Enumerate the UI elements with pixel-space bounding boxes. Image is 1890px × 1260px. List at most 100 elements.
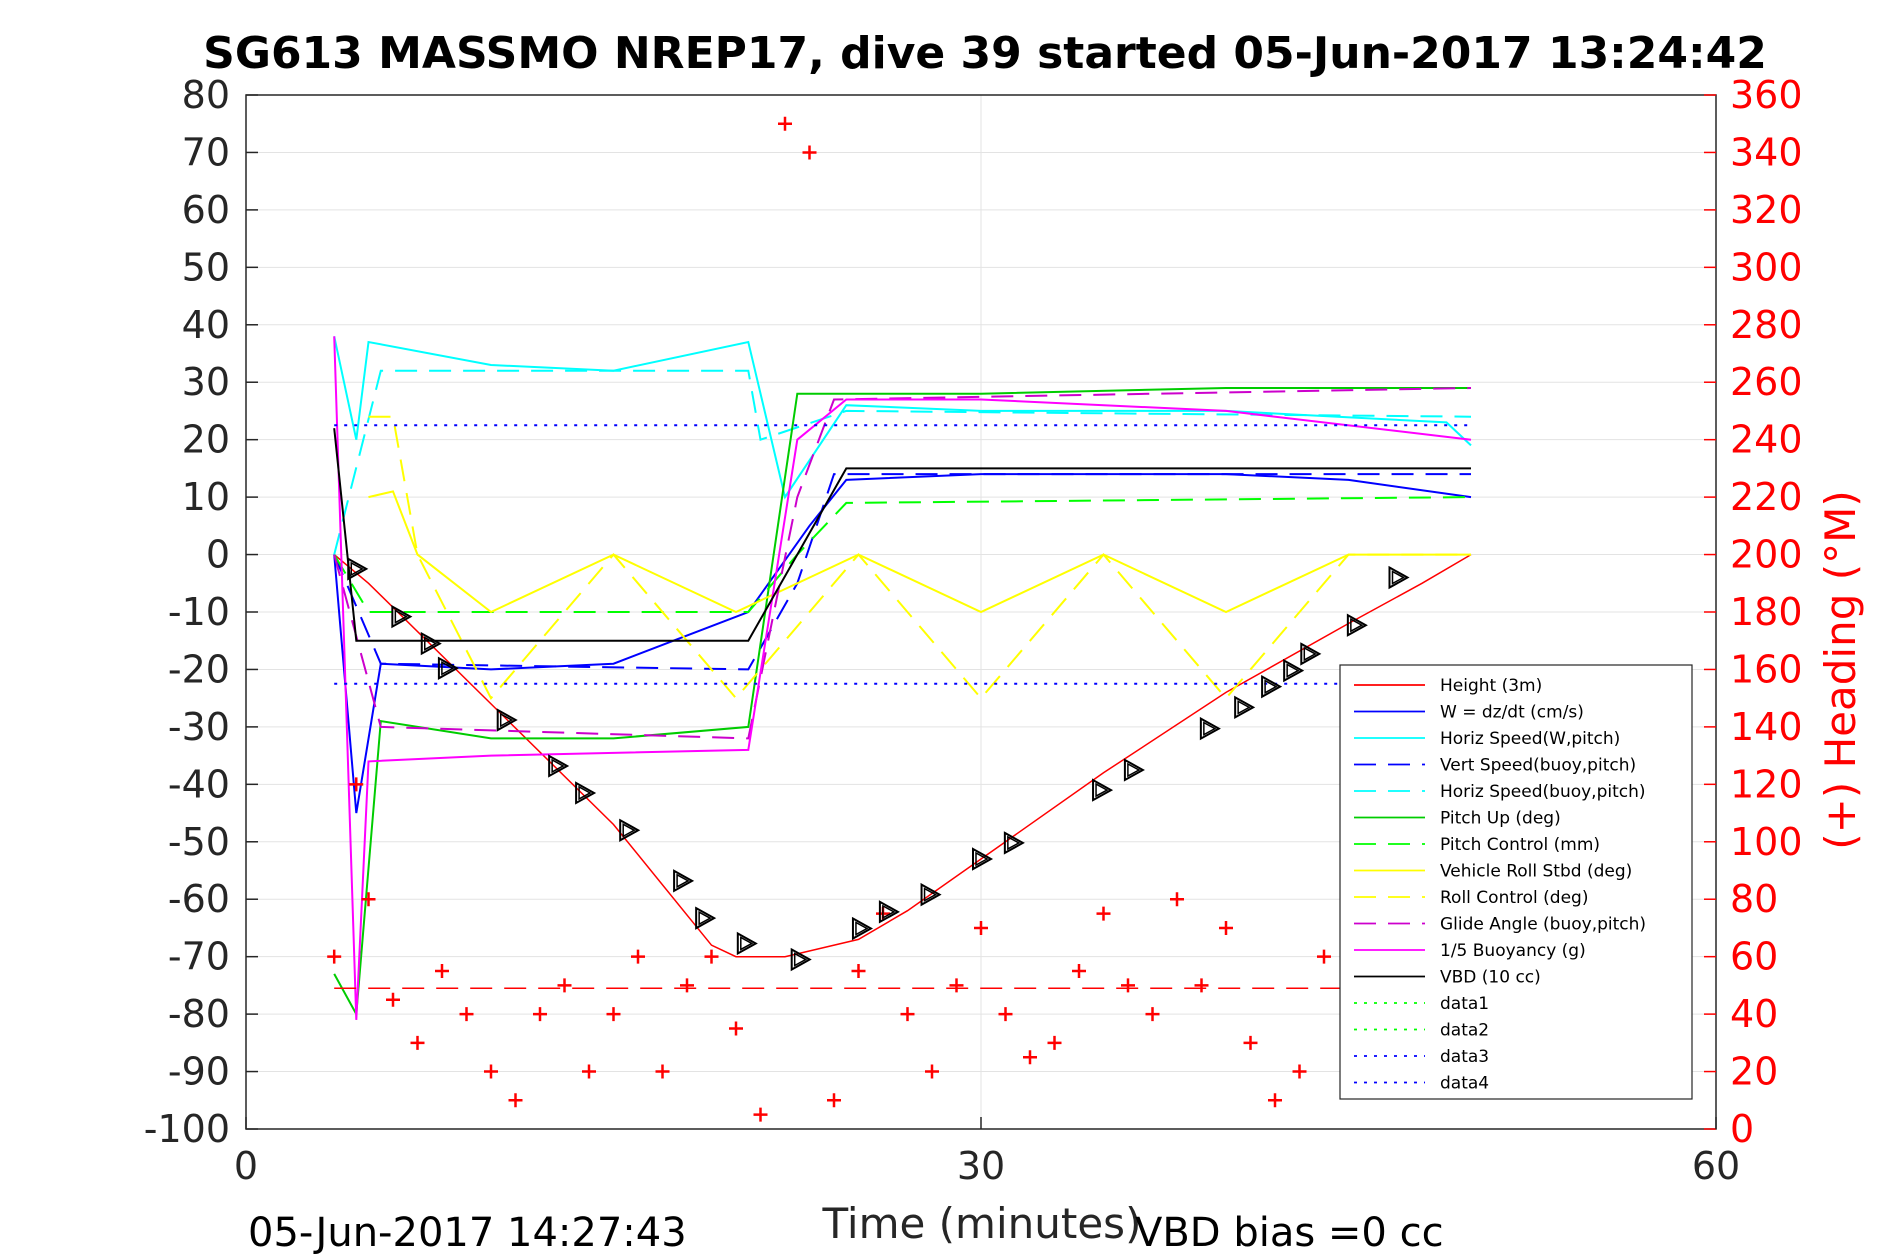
triangle-marker (619, 818, 641, 842)
y2-tick-label: 340 (1730, 130, 1803, 174)
y-tick-label: 80 (182, 73, 230, 117)
y2-tick-label: 240 (1730, 418, 1803, 462)
heading-point (900, 1007, 915, 1022)
heading-point (1072, 964, 1086, 979)
heading-point (802, 145, 817, 160)
triangle-marker-inner (578, 785, 592, 801)
series-line-6 (333, 496, 1472, 613)
triangle-marker (1092, 778, 1114, 802)
triangle-marker-inner (441, 661, 455, 676)
triangle-marker (1283, 658, 1305, 683)
triangle-marker (347, 557, 369, 581)
heading-point (949, 978, 964, 993)
y-tick-label: -60 (168, 877, 230, 921)
heading-point (435, 964, 449, 979)
x-axis-label: Time (minutes) (822, 1199, 1142, 1248)
triangle-marker (1346, 613, 1368, 637)
y2-tick-label: 260 (1730, 360, 1803, 404)
triangle-marker (1003, 831, 1025, 855)
x-axis-ticks: 0 30 60 (234, 1117, 1740, 1188)
series-line-4 (333, 369, 1472, 555)
x-tick-label: 30 (957, 1144, 1005, 1188)
triangle-marker (695, 906, 717, 930)
y-tick-label: 70 (182, 130, 230, 174)
series-line-1 (333, 473, 1472, 814)
right-axis-label: (+) Heading (°M) (1816, 490, 1865, 849)
heading-point (1219, 920, 1233, 935)
legend-label: Glide Angle (buoy,pitch) (1440, 915, 1646, 935)
triangle-marker-inner (793, 952, 808, 967)
heading-point (1317, 949, 1331, 964)
triangle-marker (496, 708, 518, 732)
heading-point (459, 1007, 474, 1022)
y2-tick-label: 100 (1730, 820, 1803, 864)
triangle-marker (1123, 758, 1145, 782)
heading-point (533, 1007, 547, 1022)
legend-label: VBD (10 cc) (1440, 968, 1541, 988)
y2-tick-label: 160 (1730, 647, 1803, 691)
heading-point (557, 978, 572, 993)
series-line-10 (333, 336, 1472, 1020)
triangle-marker (548, 754, 570, 778)
series-line-5 (333, 387, 1471, 1018)
y2-tick-label: 320 (1730, 188, 1803, 232)
triangle-marker (736, 931, 758, 956)
footer-timestamp: 05-Jun-2017 14:27:43 (248, 1210, 687, 1256)
heading-point (386, 992, 400, 1007)
heading-point (778, 116, 792, 131)
triangle-marker (420, 631, 442, 656)
triangle-marker-inner (1350, 617, 1364, 633)
x-tick-label: 0 (234, 1144, 258, 1188)
triangle-marker (1199, 716, 1221, 741)
triangle-marker (1388, 565, 1410, 590)
y-tick-label: 0 (206, 533, 230, 577)
y2-tick-label: 20 (1730, 1050, 1778, 1094)
y-tick-label: -70 (168, 935, 230, 979)
y-tick-label: 50 (182, 245, 230, 289)
left-axis-ticks: 80 70 60 50 40 30 20 10 0 -10 -20 -30 -40 -50 -60 -70 -8… (144, 73, 258, 1151)
heading-point (704, 949, 719, 964)
triangle-marker (920, 882, 942, 907)
triangle-marker-inner (1303, 646, 1317, 662)
y2-tick-label: 360 (1730, 73, 1803, 117)
heading-point (729, 1021, 743, 1036)
y2-tick-label: 0 (1730, 1107, 1754, 1151)
heading-point (361, 892, 376, 907)
legend-label: data2 (1440, 1021, 1489, 1041)
triangle-marker-inner (1095, 782, 1109, 798)
heading-point (827, 1093, 841, 1108)
legend: Height (3m) W = dz/dt (cm/s) Horiz Speed(W… (1339, 664, 1693, 1100)
triangle-marker-inner (1237, 700, 1251, 715)
y-tick-label: -90 (168, 1050, 230, 1094)
footer-vbd-bias: VBD bias =0 cc (1135, 1210, 1444, 1256)
legend-label: data1 (1440, 994, 1489, 1014)
heading-point (1023, 1050, 1037, 1065)
x-tick-label: 60 (1692, 1144, 1740, 1188)
triangle-marker (1300, 642, 1322, 666)
y-tick-label: 10 (182, 475, 230, 519)
legend-label: Horiz Speed(buoy,pitch) (1440, 782, 1646, 802)
triangle-marker-inner (622, 823, 636, 838)
y2-tick-label: 80 (1730, 877, 1778, 921)
heading-point (606, 1007, 621, 1022)
heading-point (998, 1007, 1013, 1022)
legend-label: Vert Speed(buoy,pitch) (1440, 756, 1636, 776)
triangle-marker-inner (698, 910, 712, 926)
heading-point (508, 1093, 523, 1108)
y-tick-label: -10 (168, 590, 230, 634)
y-tick-label: -100 (144, 1107, 230, 1151)
legend-label: Horiz Speed(W,pitch) (1440, 729, 1620, 749)
triangle-marker-inner (350, 561, 364, 577)
triangle-marker-inner (551, 758, 565, 774)
heading-point (1145, 1007, 1160, 1022)
y-tick-label: 20 (182, 418, 230, 462)
heading-point (1096, 906, 1111, 921)
triangle-marker-inner (394, 609, 408, 624)
heading-point (1194, 978, 1209, 993)
heading-point (631, 949, 645, 964)
y2-tick-label: 300 (1730, 245, 1803, 289)
heading-point (484, 1064, 498, 1079)
legend-label: Pitch Control (mm) (1440, 835, 1600, 855)
